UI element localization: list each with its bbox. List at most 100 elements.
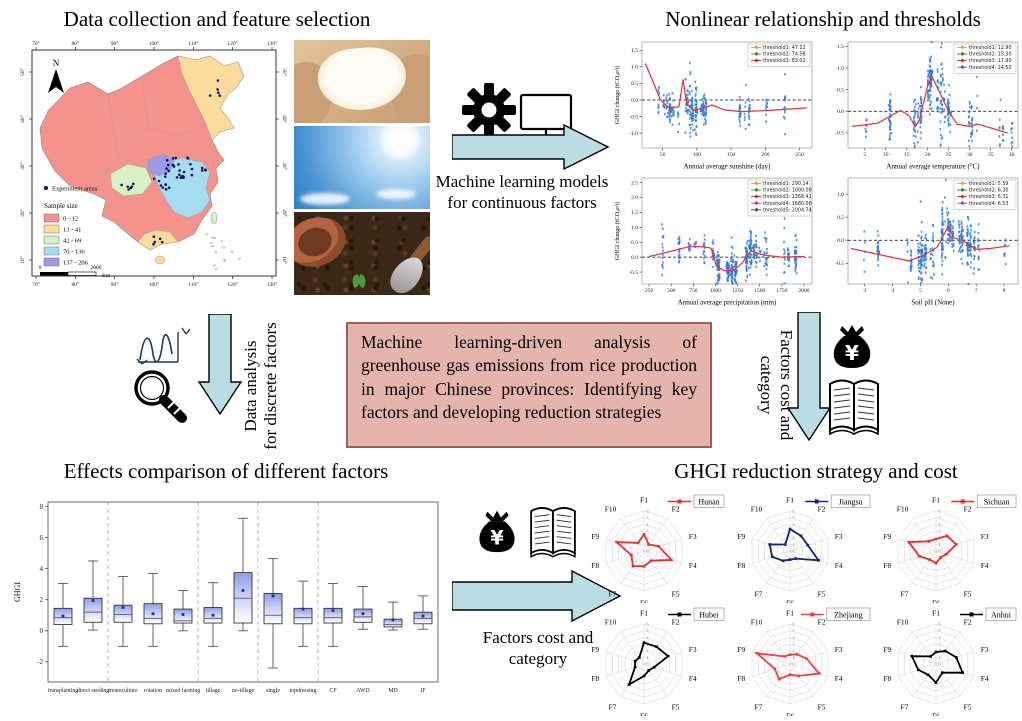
flow-arrow-discrete-down	[197, 314, 243, 416]
svg-text:0.0: 0.0	[837, 109, 844, 115]
svg-text:130°: 130°	[267, 40, 277, 47]
svg-text:Km: Km	[102, 273, 111, 279]
svg-text:F7: F7	[608, 590, 616, 599]
svg-text:20°: 20°	[19, 209, 26, 217]
svg-text:direct seeding: direct seeding	[77, 688, 109, 694]
svg-text:Annual average precipitation (: Annual average precipitation (mm)	[678, 299, 777, 307]
svg-text:F3: F3	[835, 532, 843, 541]
svg-text:rotation: rotation	[144, 688, 162, 694]
svg-text:threshold2: 1000.00: threshold2: 1000.00	[763, 188, 812, 194]
threshold-scatter-grid: 50 100 150 200 250 -1.0 -0.5 0.0 0.5 1.0 1.5 thresh…	[612, 36, 1022, 307]
svg-text:42 - 69: 42 - 69	[63, 238, 81, 245]
svg-text:F1: F1	[786, 609, 794, 618]
svg-text:250: 250	[645, 288, 654, 294]
svg-text:threshold2: 74.58: threshold2: 74.58	[763, 52, 806, 58]
svg-text:threshold3: 83.02: threshold3: 83.02	[763, 58, 806, 64]
province-radar-grid: F1F2F3F4F5F6F7F8F9F100123456HunanF1F2F3F…	[582, 490, 1020, 721]
svg-text:threshold3: 1368.41: threshold3: 1368.41	[763, 194, 812, 200]
svg-text:F10: F10	[751, 617, 763, 626]
svg-text:1250: 1250	[732, 288, 743, 294]
soil-photo	[294, 212, 430, 295]
svg-text:F9: F9	[737, 532, 745, 541]
svg-text:1.0: 1.0	[837, 66, 844, 72]
money-bag-icon: ¥	[833, 325, 871, 368]
svg-text:0.5: 0.5	[837, 215, 844, 221]
distribution-curve-icon	[136, 327, 191, 365]
svg-text:AWD: AWD	[356, 688, 369, 694]
svg-text:Zhejiang: Zhejiang	[834, 610, 862, 619]
svg-text:F2: F2	[964, 617, 972, 626]
svg-text:6: 6	[939, 622, 941, 627]
svg-text:F2: F2	[964, 504, 972, 513]
svg-text:mixed farming: mixed farming	[166, 687, 200, 694]
svg-text:F10: F10	[605, 617, 617, 626]
svg-text:20: 20	[925, 152, 931, 158]
svg-text:100: 100	[693, 152, 702, 158]
svg-text:1: 1	[647, 655, 649, 660]
svg-text:F4: F4	[835, 674, 843, 683]
svg-text:threshold3: 17.90: threshold3: 17.90	[969, 58, 1012, 64]
svg-text:4: 4	[647, 635, 649, 640]
svg-text:0.0: 0.0	[631, 255, 638, 261]
svg-text:GHGI: GHGI	[13, 582, 22, 602]
svg-text:4: 4	[939, 522, 941, 527]
svg-text:F1: F1	[640, 609, 648, 618]
svg-text:1.0: 1.0	[631, 225, 638, 231]
svg-text:F10: F10	[897, 504, 909, 513]
svg-text:F2: F2	[818, 617, 826, 626]
svg-text:5: 5	[793, 515, 795, 520]
svg-text:threshold4: 24.50: threshold4: 24.50	[969, 65, 1012, 71]
section-title-data-collection: Data collection and feature selection	[63, 7, 371, 31]
svg-text:3: 3	[793, 642, 795, 647]
svg-text:F4: F4	[981, 561, 989, 570]
svg-text:F8: F8	[591, 674, 599, 683]
svg-text:1.5: 1.5	[631, 210, 638, 216]
svg-text:threshold1: 47.12: threshold1: 47.12	[763, 45, 806, 51]
section-title-effects: Effects comparison of different factors	[63, 459, 389, 483]
svg-text:0: 0	[40, 627, 44, 635]
svg-text:0: 0	[939, 662, 941, 667]
svg-text:Anhui: Anhui	[991, 610, 1012, 619]
svg-text:-0.5: -0.5	[629, 114, 638, 120]
svg-text:5: 5	[647, 628, 649, 633]
svg-text:1: 1	[793, 542, 795, 547]
seedling-shape	[352, 273, 366, 287]
svg-text:F6: F6	[640, 712, 648, 717]
section-title-ghgi-reduction: GHGI reduction strategy and cost	[674, 459, 958, 483]
svg-text:threshold2: 15.30: threshold2: 15.30	[969, 52, 1012, 58]
svg-text:F3: F3	[981, 645, 989, 654]
svg-text:F10: F10	[605, 504, 617, 513]
svg-text:4: 4	[793, 635, 795, 640]
gear-icon	[462, 83, 516, 137]
svg-text:0 - 12: 0 - 12	[63, 216, 78, 223]
cloud-shape	[300, 193, 350, 205]
svg-text:3: 3	[939, 529, 941, 534]
svg-text:Hunan: Hunan	[698, 497, 719, 506]
svg-text:Hubei: Hubei	[699, 610, 719, 619]
svg-text:2000: 2000	[91, 265, 102, 271]
svg-text:8: 8	[40, 503, 44, 511]
svg-text:-0.5: -0.5	[835, 131, 844, 137]
svg-text:0.0: 0.0	[837, 238, 844, 244]
svg-text:F9: F9	[883, 645, 891, 654]
cost-category-bottom-label: Factors cost and category	[482, 628, 594, 668]
flow-arrow-ml-right	[452, 123, 610, 171]
svg-text:F8: F8	[737, 674, 745, 683]
svg-text:3: 3	[939, 642, 941, 647]
svg-text:F1: F1	[786, 496, 794, 505]
section-title-nonlinear: Nonlinear relationship and thresholds	[665, 7, 981, 31]
svg-text:F7: F7	[900, 590, 908, 599]
svg-text:threshold4: 6.53: threshold4: 6.53	[969, 201, 1008, 207]
radar-zhejiang: F1 F2 F3 F4 F5 F6 F7 F8 F9 F10 0 1 2 3 4 5 6 Zhejiang	[728, 603, 874, 721]
svg-text:1.0: 1.0	[631, 65, 638, 71]
svg-text:F1: F1	[640, 496, 648, 505]
svg-text:threshold4: 1680.00: threshold4: 1680.00	[763, 201, 812, 207]
svg-text:F8: F8	[737, 561, 745, 570]
open-book-icon	[829, 379, 879, 436]
svg-text:50°: 50°	[281, 68, 288, 76]
svg-text:single: single	[266, 688, 280, 694]
svg-text:120°: 120°	[227, 281, 237, 288]
svg-text:Jiangsu: Jiangsu	[839, 497, 863, 506]
svg-text:10°: 10°	[19, 256, 26, 264]
ml-models-label: Machine learning models for continuous f…	[435, 172, 609, 212]
